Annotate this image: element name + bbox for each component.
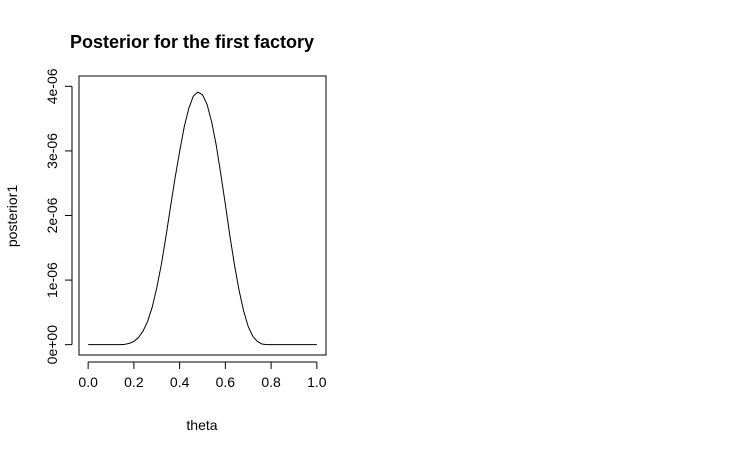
- y-tick-label: 1e-06: [44, 262, 60, 298]
- y-axis: 0e+00 1e-06 2e-06 3e-06 4e-06: [44, 68, 73, 365]
- y-tick-label: 2e-06: [44, 197, 60, 233]
- plot-frame: [78, 75, 327, 356]
- posterior1-line: [88, 91, 317, 346]
- chart-title: Posterior for the first factory: [70, 32, 314, 52]
- x-tick-label: 1.0: [307, 374, 327, 390]
- y-tick-label: 3e-06: [44, 133, 60, 169]
- x-tick-label: 0.0: [78, 374, 98, 390]
- x-axis: 0.0 0.2 0.4 0.6 0.8 1.0: [78, 361, 327, 390]
- x-tick-label: 0.2: [124, 374, 144, 390]
- x-tick-label: 0.6: [216, 374, 236, 390]
- x-tick-label: 0.4: [170, 374, 190, 390]
- y-tick-label: 0e+00: [44, 325, 60, 365]
- x-axis-label: theta: [186, 417, 217, 433]
- y-axis-label: posterior1: [4, 185, 20, 247]
- y-tick-label: 4e-06: [44, 68, 60, 104]
- x-tick-label: 0.8: [261, 374, 281, 390]
